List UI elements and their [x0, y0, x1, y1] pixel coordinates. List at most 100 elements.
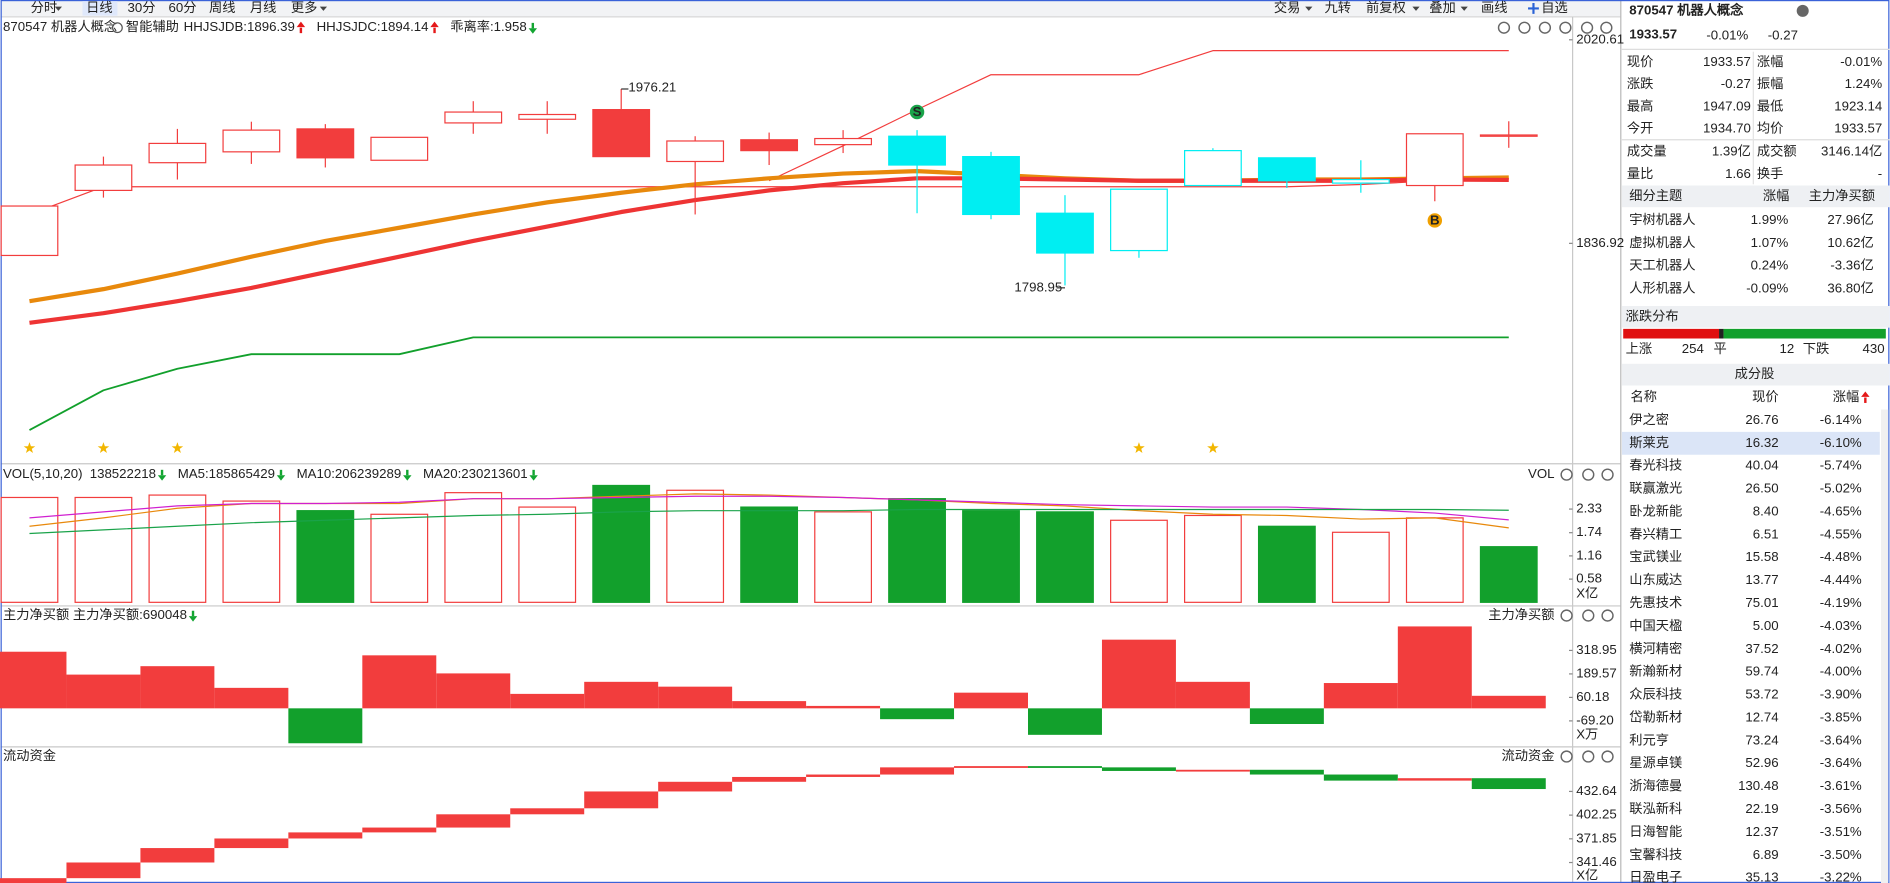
stock-name[interactable]: 联赢激光 [1629, 480, 1682, 496]
stock-change[interactable]: -3.50% [1820, 847, 1862, 862]
theme-name[interactable]: 人形机器人 [1629, 281, 1695, 296]
theme-name[interactable]: 宇树机器人 [1629, 212, 1695, 227]
panel-icon[interactable] [1538, 21, 1552, 34]
stock-price[interactable]: 26.76 [1745, 412, 1778, 427]
theme-name[interactable]: 虚拟机器人 [1629, 235, 1695, 250]
stock-price[interactable]: 22.19 [1745, 801, 1778, 816]
stock-name[interactable]: 日海智能 [1629, 824, 1682, 839]
stock-change[interactable]: -5.02% [1820, 481, 1862, 496]
panel-icon[interactable] [1560, 468, 1573, 481]
panel-icon[interactable] [1580, 21, 1594, 34]
stock-price[interactable]: 130.48 [1738, 778, 1779, 793]
stock-change[interactable]: -4.00% [1820, 664, 1862, 679]
panel-icon[interactable] [1600, 21, 1613, 34]
stock-change[interactable]: -6.14% [1820, 412, 1862, 427]
toolbar-button[interactable]: 交易 [1274, 0, 1301, 15]
stock-price[interactable]: 5.00 [1753, 618, 1779, 633]
stock-change[interactable]: -3.51% [1820, 824, 1862, 839]
stock-name[interactable]: 宝馨科技 [1629, 847, 1682, 862]
panel-icon[interactable] [1582, 609, 1595, 622]
stock-price[interactable]: 37.52 [1745, 641, 1778, 656]
stock-price[interactable]: 13.77 [1745, 572, 1778, 587]
stock-change[interactable]: -4.19% [1820, 595, 1862, 610]
stock-name[interactable]: 宝武镁业 [1629, 549, 1682, 564]
plus-icon[interactable] [1528, 3, 1539, 14]
panel-icon[interactable] [1497, 21, 1511, 34]
toolbar-button[interactable]: 自选 [1541, 0, 1568, 15]
toolbar-tab[interactable]: 分时 [31, 0, 58, 15]
stock-name[interactable]: 众辰科技 [1629, 687, 1682, 702]
toolbar-button[interactable]: 叠加 [1429, 0, 1456, 15]
stock-price[interactable]: 16.32 [1745, 435, 1778, 450]
stock-price[interactable]: 15.58 [1745, 549, 1778, 564]
stock-price[interactable]: 12.37 [1745, 824, 1778, 839]
stock-price[interactable]: 59.74 [1745, 664, 1778, 679]
stock-change[interactable]: -4.55% [1820, 526, 1862, 541]
panel-icon[interactable] [1601, 468, 1614, 481]
assist-label[interactable]: 智能辅助 [126, 19, 179, 34]
stock-change[interactable]: -3.85% [1820, 709, 1862, 724]
toolbar-tab[interactable]: 30分 [128, 0, 156, 15]
stock-change[interactable]: -3.90% [1820, 687, 1862, 702]
stock-change[interactable]: -6.10% [1820, 435, 1862, 450]
toolbar-button[interactable]: 九转 [1324, 0, 1351, 15]
stock-name[interactable]: 春兴精工 [1629, 526, 1682, 541]
stock-change[interactable]: -4.44% [1820, 572, 1862, 587]
panel-icon[interactable] [1560, 609, 1573, 622]
toolbar-tab[interactable]: 更多 [291, 0, 318, 15]
panel-icon[interactable] [1582, 750, 1595, 763]
stock-name[interactable]: 横河精密 [1629, 640, 1682, 656]
stock-change[interactable]: -4.65% [1820, 503, 1862, 518]
stock-price[interactable]: 26.50 [1745, 481, 1778, 496]
stock-change[interactable]: -5.74% [1820, 458, 1862, 473]
stock-name[interactable]: 日盈电子 [1629, 870, 1682, 883]
stock-change[interactable]: -4.02% [1820, 641, 1862, 656]
stock-price[interactable]: 35.13 [1745, 870, 1778, 883]
stock-change[interactable]: -4.48% [1820, 549, 1862, 564]
theme-name[interactable]: 天工机器人 [1629, 258, 1695, 273]
toolbar-tab[interactable]: 日线 [86, 0, 113, 15]
stock-name[interactable]: 星源卓镁 [1629, 755, 1682, 770]
stock-price[interactable]: 75.01 [1745, 595, 1778, 610]
stock-price[interactable]: 53.72 [1745, 687, 1778, 702]
panel-icon[interactable] [1559, 21, 1572, 34]
table-header[interactable]: 名称 [1630, 389, 1657, 404]
toolbar-tab[interactable]: 月线 [250, 0, 277, 15]
table-header[interactable]: 现价 [1752, 389, 1779, 404]
stock-price[interactable]: 6.51 [1753, 526, 1779, 541]
stock-change[interactable]: -3.64% [1820, 755, 1862, 770]
stock-price[interactable]: 6.89 [1753, 847, 1779, 862]
panel-icon[interactable] [1601, 609, 1614, 622]
stock-change[interactable]: -3.61% [1820, 778, 1862, 793]
panel-icon[interactable] [1582, 468, 1595, 481]
assist-icon[interactable] [111, 22, 123, 34]
stock-name[interactable]: 卧龙新能 [1629, 503, 1682, 518]
stock-name[interactable]: 山东威达 [1629, 572, 1682, 587]
stock-price[interactable]: 73.24 [1745, 732, 1778, 747]
stock-change[interactable]: -3.22% [1820, 870, 1862, 883]
stock-name[interactable]: 联泓新科 [1629, 801, 1682, 816]
stock-change[interactable]: -3.64% [1820, 732, 1862, 747]
stock-price[interactable]: 52.96 [1745, 755, 1778, 770]
stock-name[interactable]: 浙海德曼 [1629, 778, 1682, 793]
stock-name[interactable]: 先惠技术 [1629, 595, 1682, 610]
stock-name[interactable]: 春光科技 [1629, 458, 1682, 473]
stock-name[interactable]: 伊之密 [1629, 411, 1669, 427]
stock-name[interactable]: 新瀚新材 [1629, 664, 1682, 679]
stock-price[interactable]: 8.40 [1753, 503, 1779, 518]
toolbar-button[interactable]: 前复权 [1366, 0, 1406, 15]
stock-name[interactable]: 岱勒新材 [1629, 709, 1682, 724]
stock-name[interactable]: 中国天楹 [1629, 617, 1682, 633]
info-icon[interactable] [1796, 4, 1809, 17]
toolbar-button[interactable]: 画线 [1481, 0, 1508, 15]
stock-change[interactable]: -3.56% [1820, 801, 1862, 816]
stock-name[interactable]: 斯莱克 [1629, 435, 1669, 450]
stock-change[interactable]: -4.03% [1820, 618, 1862, 633]
toolbar-tab[interactable]: 周线 [209, 0, 236, 15]
panel-icon[interactable] [1518, 21, 1531, 34]
table-header[interactable]: 涨幅 [1833, 389, 1860, 404]
stock-price[interactable]: 12.74 [1745, 709, 1778, 724]
panel-icon[interactable] [1560, 750, 1573, 763]
panel-icon[interactable] [1601, 750, 1614, 763]
stock-price[interactable]: 40.04 [1745, 458, 1778, 473]
